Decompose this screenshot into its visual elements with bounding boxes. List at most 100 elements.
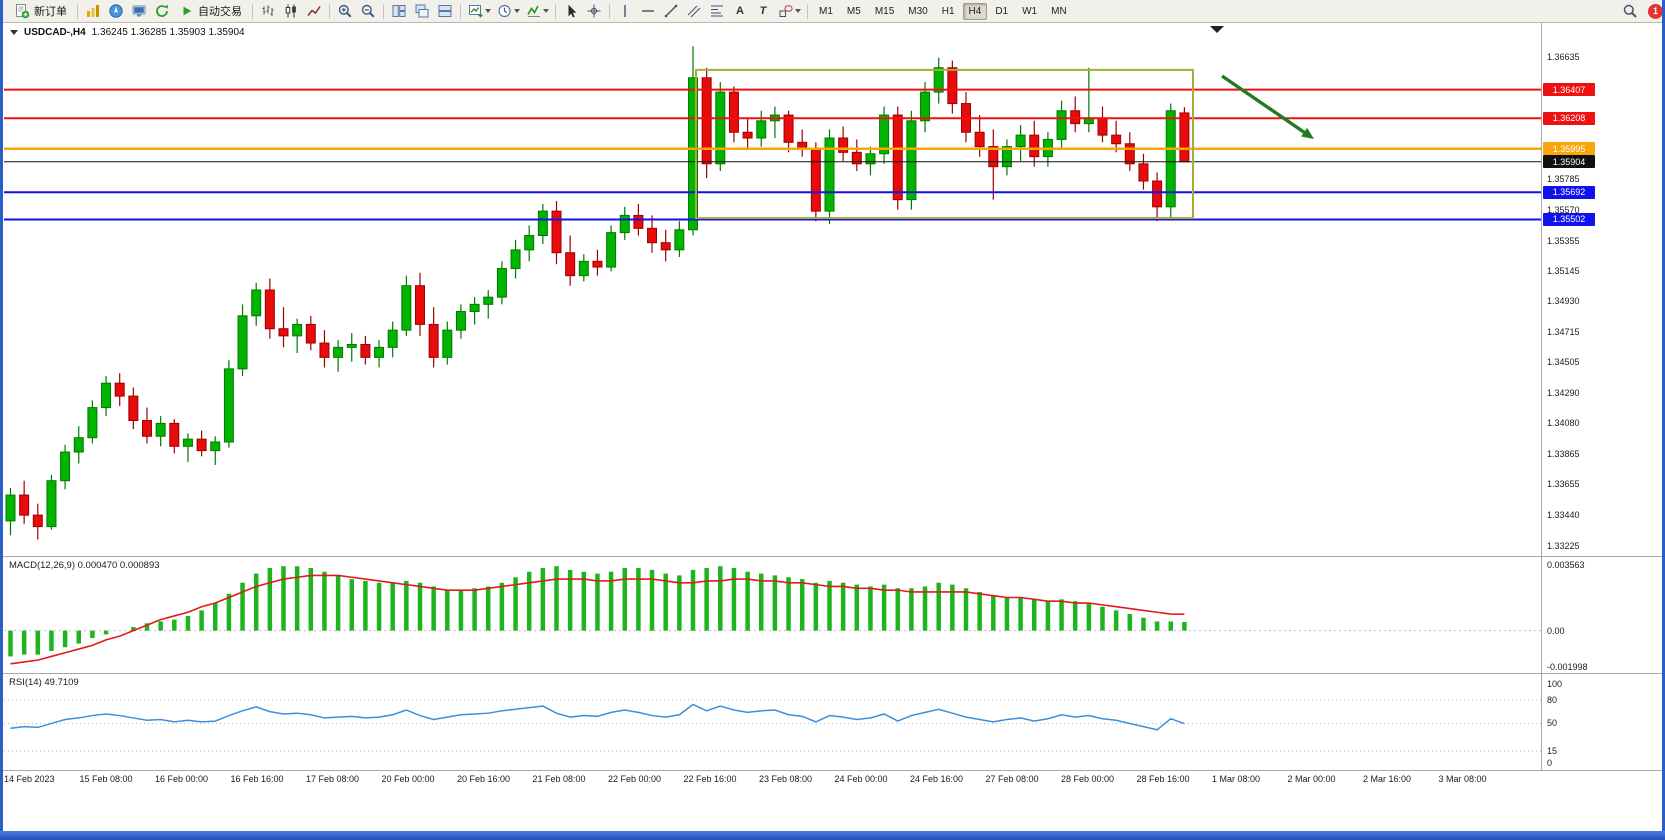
time-axis[interactable]: 14 Feb 2023 15 Feb 08:00 16 Feb 00:00 16 Fe… xyxy=(4,771,1541,788)
fibonacci-icon xyxy=(711,5,723,17)
chart-ohlc-values: 1.36245 1.36285 1.35903 1.35904 xyxy=(91,27,245,38)
time-axis-label: 24 Feb 00:00 xyxy=(834,774,888,784)
toolbar-separator xyxy=(329,3,330,19)
timeframe-button-m1[interactable]: M1 xyxy=(819,5,833,17)
candlestick-chart-icon xyxy=(285,4,296,18)
cursor-tool-button[interactable] xyxy=(560,1,582,21)
cursor-icon xyxy=(568,4,577,18)
time-axis-label: 16 Feb 16:00 xyxy=(230,774,284,784)
timeframe-button-w1[interactable]: W1 xyxy=(1022,5,1038,17)
new-order-button[interactable]: 新订单 xyxy=(8,1,73,21)
market-watch-button[interactable] xyxy=(82,1,104,21)
zoom-out-button[interactable] xyxy=(357,1,379,21)
macd-indicator-canvas[interactable] xyxy=(4,557,1541,673)
panel-separator[interactable] xyxy=(3,673,1662,674)
channel-tool-button[interactable] xyxy=(683,1,705,21)
one-click-trading-expander[interactable] xyxy=(10,30,18,35)
time-axis-label: 27 Feb 08:00 xyxy=(985,774,1039,784)
price-scale-label: 1.34930 xyxy=(1547,296,1580,307)
rsi-indicator-canvas[interactable] xyxy=(4,674,1541,770)
notification-badge[interactable]: 1 xyxy=(1648,3,1663,19)
timeframe-button-mn[interactable]: MN xyxy=(1051,5,1067,17)
dropdown-caret-icon xyxy=(513,9,520,13)
terminal-button[interactable] xyxy=(128,1,150,21)
search-button[interactable] xyxy=(1619,1,1641,21)
panel-separator xyxy=(3,770,1662,771)
line-chart-button[interactable] xyxy=(303,1,325,21)
time-axis-label: 24 Feb 16:00 xyxy=(910,774,964,784)
zoom-out-icon xyxy=(361,4,375,18)
tile-windows-icon xyxy=(392,5,406,17)
label-tool-button[interactable]: T xyxy=(752,1,774,21)
bar-chart-icon xyxy=(262,5,274,16)
new-order-label: 新订单 xyxy=(34,6,67,18)
rsi-scale-label: 100 xyxy=(1547,678,1563,689)
tile-horizontal-button[interactable] xyxy=(434,1,456,21)
autotrading-label: 自动交易 xyxy=(198,6,242,18)
timeframe-button-m30[interactable]: M30 xyxy=(908,5,928,17)
chart-header: USDCAD-,H4 1.36245 1.36285 1.35903 1.359… xyxy=(10,27,245,38)
chart-symbol-label: USDCAD-,H4 xyxy=(24,27,86,38)
zoom-in-button[interactable] xyxy=(334,1,356,21)
price-scale-label: 1.33440 xyxy=(1547,510,1580,521)
toolbar-separator xyxy=(460,3,461,19)
terminal-icon xyxy=(132,5,146,17)
timeframe-button-h1[interactable]: H1 xyxy=(941,5,955,17)
text-tool-button[interactable]: A xyxy=(729,1,751,21)
time-axis-label: 22 Feb 00:00 xyxy=(608,774,662,784)
price-scale-label: 1.33225 xyxy=(1547,540,1580,551)
time-axis-label: 2 Mar 16:00 xyxy=(1363,774,1412,784)
main-toolbar: 新订单 自动交易 A T xyxy=(3,0,1665,23)
fibonacci-tool-button[interactable] xyxy=(706,1,728,21)
line-chart-icon xyxy=(307,6,321,16)
shapes-dropdown[interactable] xyxy=(775,1,803,21)
zoom-in-icon xyxy=(338,4,352,18)
shapes-icon xyxy=(779,5,793,17)
vertical-line-tool-button[interactable] xyxy=(614,1,636,21)
crosshair-tool-button[interactable] xyxy=(583,1,605,21)
trendline-tool-button[interactable] xyxy=(660,1,682,21)
toolbar-separator xyxy=(252,3,253,19)
time-axis-label: 20 Feb 00:00 xyxy=(381,774,435,784)
navigator-button[interactable] xyxy=(105,1,127,21)
new-chart-dropdown[interactable] xyxy=(465,1,493,21)
main-chart-canvas[interactable] xyxy=(4,23,1541,556)
price-scale-label: 1.36635 xyxy=(1547,51,1580,62)
price-badge: 1.35502 xyxy=(1543,212,1595,226)
timeframe-button-m5[interactable]: M5 xyxy=(846,5,861,17)
strategy-tester-button[interactable] xyxy=(151,1,173,21)
dropdown-caret-icon xyxy=(542,9,549,13)
rsi-scale-label: 50 xyxy=(1547,718,1558,729)
timeframe-button-d1[interactable]: D1 xyxy=(995,5,1009,17)
price-badge: 1.36208 xyxy=(1543,111,1595,125)
horizontal-line-icon xyxy=(642,10,654,12)
crosshair-icon xyxy=(587,4,601,18)
autotrading-button[interactable]: 自动交易 xyxy=(174,1,248,21)
price-scale-label: 1.35145 xyxy=(1547,265,1580,276)
periods-dropdown[interactable] xyxy=(494,1,522,21)
rsi-scale-label: 0 xyxy=(1547,757,1553,768)
price-scale-label: 1.34505 xyxy=(1547,357,1580,368)
timeframe-button-m15[interactable]: M15 xyxy=(874,5,895,17)
timeframe-button-h4[interactable]: H4 xyxy=(962,2,988,20)
new-chart-icon xyxy=(468,5,482,18)
price-badge: 1.35995 xyxy=(1543,142,1595,156)
price-badge: 1.35904 xyxy=(1543,155,1595,169)
bar-chart-button[interactable] xyxy=(257,1,279,21)
macd-scale-label: -0.001998 xyxy=(1547,662,1588,673)
price-scale-label: 1.33865 xyxy=(1547,449,1580,460)
price-scale[interactable]: 1.36635 1.35785 1.35570 1.35355 1.35145 1.349… xyxy=(1541,23,1663,770)
macd-scale-label: 0.00 xyxy=(1547,625,1565,636)
tile-windows-button[interactable] xyxy=(388,1,410,21)
market-watch-icon xyxy=(87,5,99,17)
price-badge: 1.36407 xyxy=(1543,83,1595,97)
dropdown-caret-icon xyxy=(484,9,491,13)
horizontal-line-tool-button[interactable] xyxy=(637,1,659,21)
panel-separator[interactable] xyxy=(3,556,1662,557)
toolbar-separator xyxy=(609,3,610,19)
price-scale-label: 1.33655 xyxy=(1547,479,1580,490)
rsi-header-label: RSI(14) 49.7109 xyxy=(9,677,79,688)
candlestick-chart-button[interactable] xyxy=(280,1,302,21)
indicators-dropdown[interactable] xyxy=(523,1,551,21)
cascade-windows-button[interactable] xyxy=(411,1,433,21)
